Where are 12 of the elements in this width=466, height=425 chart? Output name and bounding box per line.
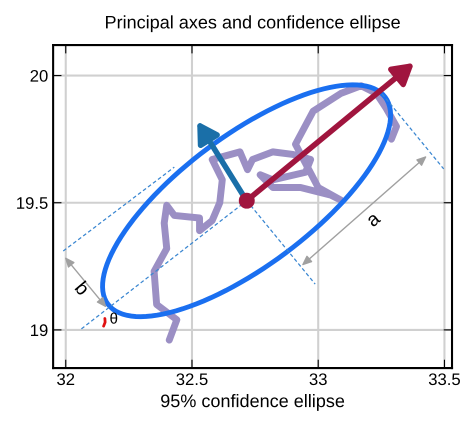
x-tick-label: 32.5 [176,373,208,386]
x-tick-label: 32 [57,373,74,386]
y-tick-label: 20 [30,70,48,82]
x-tick-label: 33 [310,373,327,386]
chart-title: Principal axes and confidence ellipse [106,15,400,32]
x-axis-title: 95% confidence ellipse [161,394,344,411]
y-tick-label: 19.5 [17,197,48,209]
x-tick-label: 33.5 [428,373,460,386]
annotation: a [366,212,382,228]
y-tick-label: 19 [30,324,48,336]
annotation: b [74,280,91,296]
annotation: θ [110,312,118,324]
